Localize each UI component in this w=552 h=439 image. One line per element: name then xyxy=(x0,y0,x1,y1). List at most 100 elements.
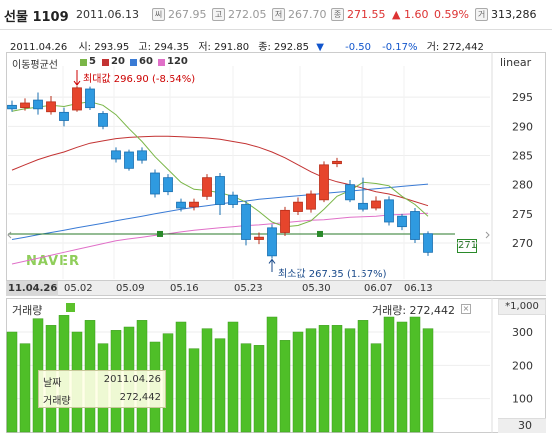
candle-body xyxy=(280,209,290,233)
candle-body xyxy=(241,204,251,240)
candle-body xyxy=(137,150,147,161)
x-tick-label: 06.13 xyxy=(404,283,433,294)
volume-panel-label: 거래량 xyxy=(12,304,43,317)
max-arrow-head xyxy=(73,80,81,86)
info-high: 고: 294.35 xyxy=(138,42,190,53)
y-tick-label: 275 xyxy=(512,208,533,221)
candle-body xyxy=(163,177,173,193)
y-tick-label: 285 xyxy=(512,150,533,163)
down-arrow-icon: ▼ xyxy=(316,42,324,53)
ma120-line xyxy=(11,212,429,265)
x-tick-label: 05.02 xyxy=(64,283,93,294)
close-icon[interactable]: × xyxy=(461,304,471,314)
candle-body xyxy=(176,201,186,209)
x-axis-selected-date-bg xyxy=(6,281,58,296)
ma-legend-label: 이동평균선 xyxy=(12,60,58,71)
y-tick-label: 280 xyxy=(512,179,533,192)
volume-bar xyxy=(292,331,304,433)
price-change-pct: 0.59% xyxy=(434,8,469,21)
stat-value-3: 267.70 xyxy=(288,8,327,21)
quote-date: 2011.06.13 xyxy=(76,8,139,21)
total-volume: 313,286 xyxy=(491,8,537,21)
candle-body xyxy=(20,102,30,109)
info-change: -0.50 xyxy=(345,42,371,53)
candle-body xyxy=(111,150,121,160)
info-volume: 거: 272,442 xyxy=(426,42,484,53)
stat-value-1: 267.95 xyxy=(168,8,207,21)
candle-body xyxy=(72,87,82,111)
close-price-icon: 종 xyxy=(331,8,344,21)
info-date: 2011.04.26 xyxy=(10,42,68,53)
current-price: 271.55 xyxy=(347,8,386,21)
tooltip-date-label: 날짜 xyxy=(43,378,62,389)
candle-body xyxy=(254,236,264,240)
candle-body xyxy=(410,211,420,240)
reference-marker xyxy=(157,230,163,237)
info-close: 종: 292.85 xyxy=(258,42,310,53)
volume-icon: 거 xyxy=(475,8,488,21)
candle-body xyxy=(215,176,225,205)
max-annotation: 최대값 296.90 (-8.54%) xyxy=(83,74,196,85)
x-tick-label: 06.07 xyxy=(364,283,393,294)
volume-bar xyxy=(253,345,265,433)
low-price-icon: 저 xyxy=(272,8,285,21)
x-tick-label: 05.16 xyxy=(170,283,199,294)
candle-body xyxy=(150,172,160,195)
candle-body xyxy=(397,215,407,228)
x-tick-label: 05.09 xyxy=(116,283,145,294)
y-tick-label: 290 xyxy=(512,120,533,133)
stat-value-2: 272.05 xyxy=(228,8,267,21)
candle-body xyxy=(358,202,368,210)
volume-bar xyxy=(201,328,213,433)
candle-body xyxy=(85,88,95,109)
x-axis-band xyxy=(6,281,546,296)
volume-bar xyxy=(266,316,278,433)
volume-bar xyxy=(318,325,330,433)
instrument-title: 선물 1109 xyxy=(4,10,69,25)
volume-bar xyxy=(409,316,421,433)
candle-body xyxy=(293,201,303,212)
ma60-label[interactable]: 60 xyxy=(139,56,153,67)
x-tick-label: 05.23 xyxy=(234,283,263,294)
y-tick-label: 270 xyxy=(512,237,533,250)
ma120-label[interactable]: 120 xyxy=(167,56,188,67)
volume-bar xyxy=(422,328,434,433)
info-low: 저: 291.80 xyxy=(198,42,250,53)
ma20-label[interactable]: 20 xyxy=(111,56,125,67)
volume-bar xyxy=(19,343,31,433)
ma20-swatch xyxy=(102,59,109,66)
candle-body xyxy=(371,200,381,209)
high-price-icon: 씨 xyxy=(152,8,165,21)
reference-marker xyxy=(317,230,323,237)
volume-y-bottom-tick: 30 xyxy=(498,418,546,433)
volume-y-tick-label: 300 xyxy=(512,326,533,339)
candle-body xyxy=(267,227,277,257)
candle-info-bar: 2011.04.26 시: 293.95 고: 294.35 저: 291.80… xyxy=(10,38,484,53)
candle-body xyxy=(319,164,329,201)
volume-bar xyxy=(370,343,382,433)
volume-y-tick-label: 100 xyxy=(512,393,533,406)
candle-body xyxy=(202,177,212,197)
volume-bar xyxy=(357,320,369,433)
volume-bar xyxy=(188,348,200,433)
candle-body xyxy=(7,104,17,110)
volume-y-tick-label: 200 xyxy=(512,359,533,372)
volume-bar xyxy=(383,316,395,433)
volume-multiplier: *1,000 xyxy=(498,299,546,315)
volume-bar xyxy=(305,328,317,433)
volume-bar xyxy=(227,321,239,433)
candle-body xyxy=(306,193,316,210)
candle-body xyxy=(345,184,355,201)
volume-bar xyxy=(240,343,252,433)
info-change-pct: -0.17% xyxy=(382,42,418,53)
ma5-label[interactable]: 5 xyxy=(89,56,96,67)
ma120-swatch xyxy=(158,59,165,66)
scale-toggle[interactable]: linear xyxy=(500,56,532,69)
volume-bar xyxy=(279,340,291,433)
x-tick-label: 11.04.26 xyxy=(8,283,58,294)
ma5-swatch xyxy=(80,59,87,66)
candle-body xyxy=(384,199,394,223)
volume-current: 거래량: 272,442 xyxy=(372,304,456,317)
volume-bar xyxy=(175,321,187,433)
